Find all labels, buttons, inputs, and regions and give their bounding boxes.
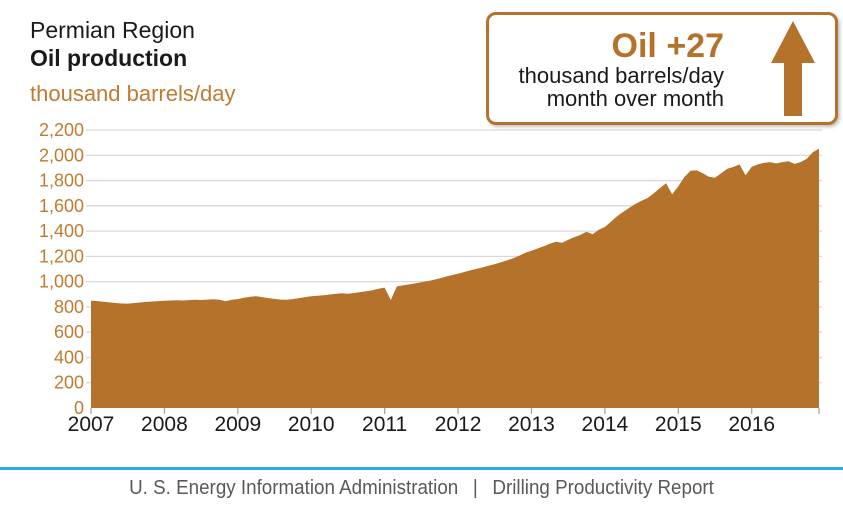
y-axis-tick-label: 2,200 [39, 120, 84, 140]
y-axis-tick-label: 800 [54, 297, 84, 317]
month-over-month-callout: Oil +27 thousand barrels/day month over … [486, 12, 838, 125]
y-axis-tick-label: 1,200 [39, 246, 84, 266]
y-axis-tick-label: 1,800 [39, 171, 84, 191]
x-axis-tick-label: 2007 [68, 413, 115, 436]
region-title: Permian Region [30, 17, 195, 43]
production-area-chart: 0 200 400 600 800 1,000 1,200 1,400 1,600 1,800 2,… [39, 120, 822, 436]
x-axis-tick-label: 2008 [141, 413, 188, 436]
units-label: thousand barrels/day [30, 81, 236, 106]
x-axis-tick-label: 2010 [288, 413, 335, 436]
up-arrow-glyph [770, 21, 815, 116]
footer-text: U. S. Energy Information Administration … [25, 477, 817, 500]
y-axis-tick-label: 1,000 [39, 272, 84, 292]
x-axis-tick-label: 2012 [435, 413, 482, 436]
footer-separator: | [472, 477, 478, 499]
x-axis-tick-label: 2009 [214, 413, 261, 436]
callout-headline: Oil +27 [611, 26, 724, 65]
x-axis-tick-label: 2016 [728, 413, 775, 436]
title-block: Permian Region Oil production thousand b… [30, 16, 235, 106]
footer-divider-line [0, 467, 843, 470]
y-axis-tick-label: 1,400 [39, 221, 84, 241]
footer-report: Drilling Productivity Report [492, 477, 714, 499]
footer-agency: U. S. Energy Information Administration [129, 477, 459, 499]
callout-units-line: thousand barrels/day [518, 62, 724, 88]
y-axis-tick-label: 600 [54, 322, 84, 342]
up-arrow-icon [750, 21, 835, 116]
x-axis-tick-label: 2014 [582, 413, 629, 436]
y-axis-tick-label: 2,000 [39, 145, 84, 165]
y-axis-tick-label: 0 [74, 398, 84, 418]
callout-period-line: month over month [546, 85, 724, 111]
y-axis-tick-label: 1,600 [39, 196, 84, 216]
y-axis-tick-label: 400 [54, 347, 84, 367]
x-axis-tick-label: 2015 [655, 413, 702, 436]
oil-production-area [91, 148, 819, 408]
callout-text: Oil +27 thousand barrels/day month over … [489, 28, 750, 110]
metric-title: Oil production [30, 45, 188, 71]
y-axis-tick-label: 200 [54, 373, 84, 393]
x-axis-tick-label: 2011 [362, 413, 407, 436]
x-axis-tick-label: 2013 [508, 413, 555, 436]
